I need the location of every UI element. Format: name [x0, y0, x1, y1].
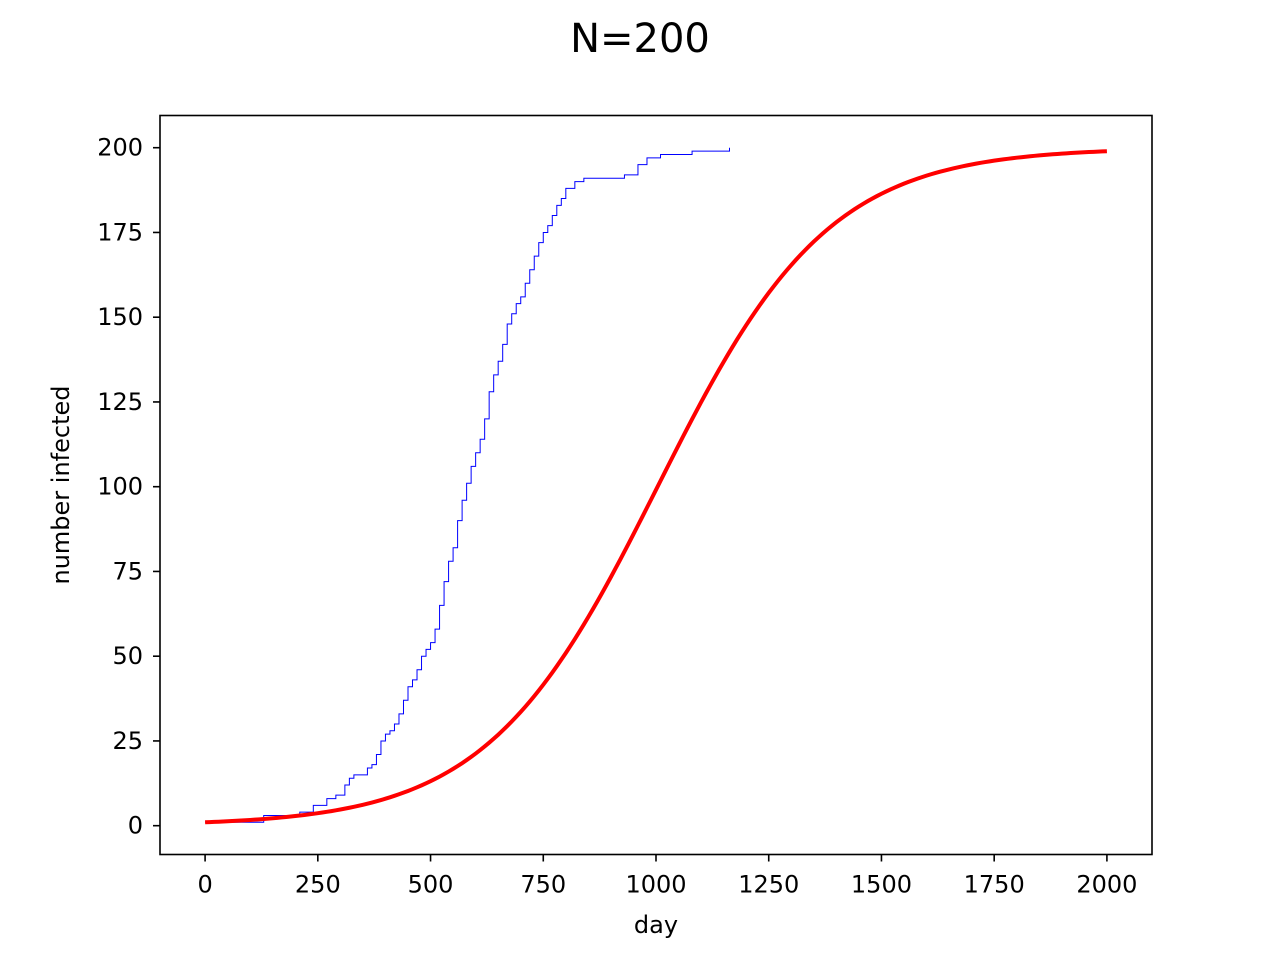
simulation-step-line	[205, 147, 730, 823]
y-tick-label: 200	[97, 134, 143, 162]
x-tick-label: 1250	[738, 871, 799, 899]
x-tick-label: 750	[520, 871, 566, 899]
x-tick-label: 250	[295, 871, 341, 899]
x-axis-label: day	[634, 911, 678, 939]
y-tick-label: 50	[112, 642, 143, 670]
y-tick-label: 125	[97, 388, 143, 416]
plot-frame	[159, 114, 1153, 856]
y-tick-label: 75	[112, 557, 143, 585]
x-tick-label: 1500	[851, 871, 912, 899]
y-axis-label: number infected	[47, 386, 75, 585]
model-curve-line	[205, 149, 1107, 825]
x-tick-label: 1750	[964, 871, 1025, 899]
chart-title: N=200	[570, 16, 710, 62]
y-tick-label: 100	[97, 473, 143, 501]
x-tick-label: 0	[197, 871, 212, 899]
x-tick-label: 1000	[625, 871, 686, 899]
y-tick-label: 175	[97, 218, 143, 246]
x-tick-label: 2000	[1076, 871, 1137, 899]
y-tick-label: 150	[97, 303, 143, 331]
plot-content	[205, 147, 1107, 825]
y-tick-label: 0	[128, 812, 143, 840]
x-tick-label: 500	[408, 871, 454, 899]
x-axis: 0 250 500 750 1000 1250 1500 1750 2000	[197, 854, 1137, 899]
y-tick-label: 25	[112, 727, 143, 755]
y-axis: 0 25 50 75 100 125 150 175 200	[97, 134, 160, 840]
